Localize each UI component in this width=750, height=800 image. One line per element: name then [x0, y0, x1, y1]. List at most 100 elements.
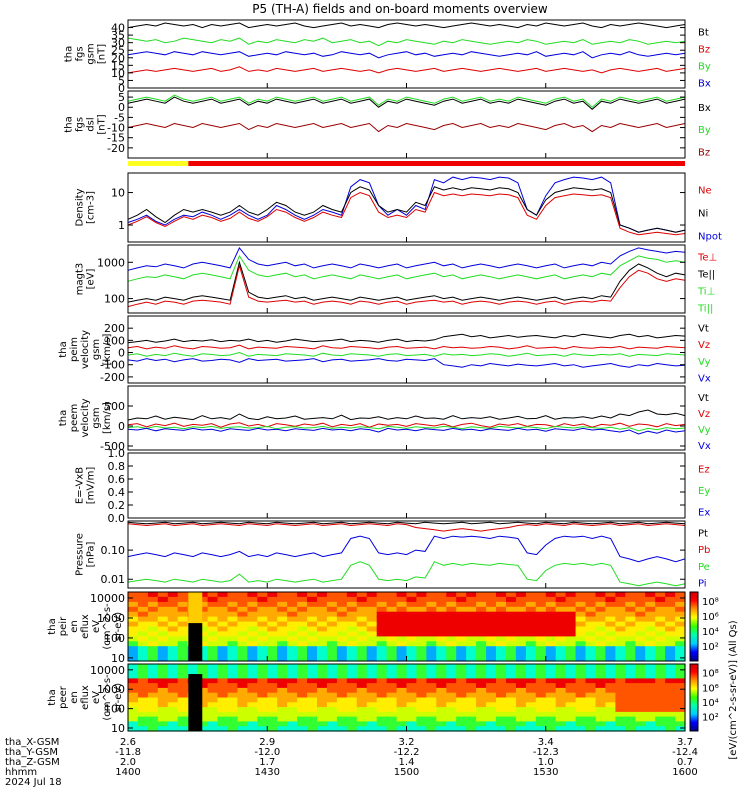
spectrogram-cell — [207, 716, 219, 722]
spectrogram-cell — [336, 646, 348, 652]
spectrogram-cell — [137, 664, 149, 670]
spectrogram-cell — [137, 716, 149, 722]
panel-frame — [127, 19, 686, 89]
spectrogram-cell — [665, 678, 676, 684]
spectrogram-cell — [655, 646, 666, 652]
spectrogram-cell — [128, 641, 139, 647]
spectrogram-cell — [506, 664, 517, 670]
spectrogram-cell — [535, 651, 547, 657]
spectrogram-cell — [227, 678, 238, 684]
spectrogram-cell — [645, 697, 656, 703]
spectrogram-cell — [376, 631, 388, 637]
spectrogram-cell — [197, 641, 209, 647]
y-axis-label-line: eV — [91, 691, 102, 704]
spectrogram-cell — [605, 621, 616, 628]
spectrogram-cell — [297, 673, 308, 679]
spectrogram-cell — [326, 707, 338, 713]
spectrogram-cell — [496, 592, 507, 598]
spectrogram-cell — [545, 716, 557, 722]
spectrogram-cell — [317, 611, 328, 618]
spectrogram-cell — [227, 726, 238, 732]
spectrogram-cell — [128, 664, 139, 670]
spectrogram-cell — [615, 592, 626, 598]
spectrogram-cell — [456, 606, 467, 613]
spectrogram-cell — [336, 716, 348, 722]
spectrogram-cell — [665, 692, 676, 699]
spectrogram-cell — [486, 711, 497, 718]
spectrogram-cell — [227, 601, 238, 608]
spectrogram-cell — [317, 683, 328, 689]
spectrogram-cell — [555, 687, 567, 694]
spectrogram-cell — [585, 687, 596, 694]
spectrogram-cell — [297, 692, 308, 699]
spectrogram-cell — [595, 631, 606, 637]
spectrogram-cell — [585, 601, 596, 608]
spectrogram-cell — [645, 606, 656, 613]
spectrogram-cell — [147, 664, 159, 670]
spectrogram-cell — [346, 697, 358, 703]
spectrogram-cell — [237, 656, 248, 662]
y-tick-label: 0 — [118, 420, 125, 433]
spectrogram-cell — [525, 683, 537, 689]
spectrogram-cell — [436, 636, 447, 642]
spectrogram-cell — [207, 707, 219, 713]
legend-label-Ni: Ni — [698, 208, 708, 219]
spectrogram-cell — [575, 601, 587, 608]
spectrogram-cell — [157, 616, 169, 623]
spectrogram-cell — [257, 631, 268, 637]
spectrogram-cell — [555, 656, 567, 662]
spectrogram-cell — [237, 626, 248, 632]
spectrogram-cell — [635, 646, 646, 652]
legend-label-By: By — [698, 62, 711, 73]
spectrogram-cell — [297, 716, 308, 722]
spectrogram-cell — [137, 592, 149, 598]
spectrogram-cell — [366, 631, 378, 637]
spectrogram-cell — [665, 726, 676, 732]
spectrogram-cell — [376, 673, 388, 679]
spectrogram-cell — [575, 707, 587, 713]
spectrogram-cell — [416, 678, 427, 684]
spectrogram-cell — [217, 651, 228, 657]
spectrogram-cell — [565, 721, 577, 727]
spectrogram-cell — [585, 697, 596, 703]
spectrogram-cell — [585, 636, 596, 642]
spectrogram-cell — [645, 683, 656, 689]
spectrogram-cell — [535, 631, 547, 637]
spectrogram-cell — [645, 601, 656, 608]
legend-label-Pe: Pe — [698, 562, 710, 573]
spectrogram-cell — [227, 716, 238, 722]
y-tick-label: 0.10 — [101, 544, 126, 557]
spectrogram-cell — [147, 611, 159, 618]
spectrogram-cell — [317, 668, 328, 675]
spectrogram-cell — [496, 668, 507, 675]
spectrogram-cell — [555, 606, 567, 613]
spectrogram-cell — [625, 596, 636, 603]
spectrogram-cell — [545, 601, 557, 608]
spectrogram-cell — [366, 664, 378, 670]
spectrogram-cell — [585, 656, 596, 662]
spectrogram-cell — [227, 721, 238, 727]
spectrogram-cell — [147, 646, 159, 652]
spectrogram-cell — [565, 601, 577, 608]
spectrogram-cell — [496, 673, 507, 679]
spectrogram-cell — [217, 592, 228, 598]
spectrogram-cell — [157, 673, 169, 679]
spectrogram-cell — [396, 606, 408, 613]
spectrogram-cell — [366, 592, 378, 598]
spectrogram-cell — [575, 631, 587, 637]
spectrogram-cell — [665, 711, 676, 718]
spectrogram-cell — [366, 692, 378, 699]
spectrogram-cell — [446, 697, 457, 703]
panel-frame — [127, 172, 686, 243]
spectrogram-cell — [416, 683, 427, 689]
spectrogram-cell — [277, 716, 288, 722]
spectrogram-cell — [157, 678, 169, 684]
spectrogram-cell — [476, 616, 487, 623]
spectrogram-cell — [456, 707, 467, 713]
spectrogram-cell — [585, 651, 596, 657]
spectrogram-cell — [446, 636, 457, 642]
spectrogram-cell — [456, 641, 467, 647]
spectrogram-cell — [356, 664, 368, 670]
y-axis-label-line: en — [69, 620, 80, 633]
spectrogram-cell — [197, 651, 209, 657]
